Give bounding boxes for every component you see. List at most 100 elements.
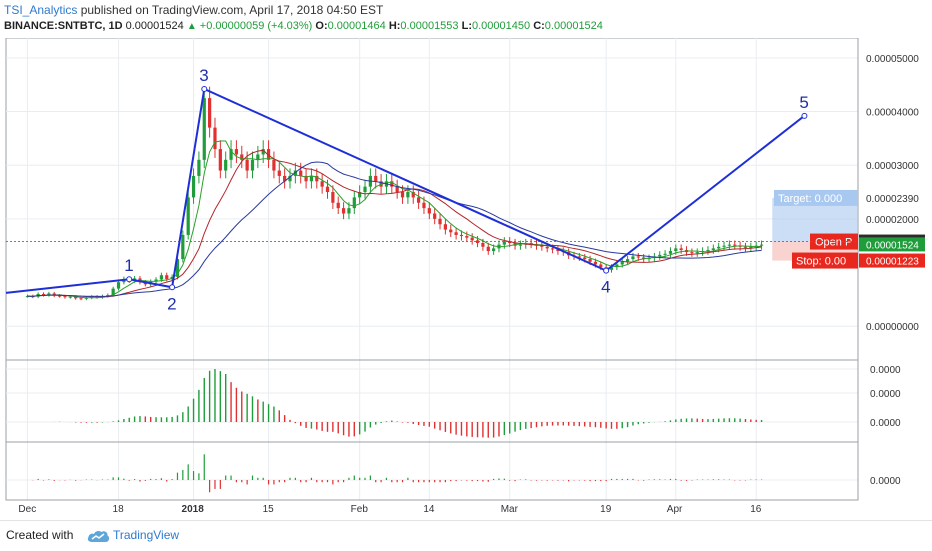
candle-body xyxy=(518,244,523,246)
low-label: L: xyxy=(461,20,472,32)
candle-body xyxy=(202,98,206,160)
candle-body xyxy=(625,259,630,262)
author-link[interactable]: TSI_Analytics xyxy=(4,3,78,17)
candle-body xyxy=(224,159,228,171)
candle-body xyxy=(266,149,271,160)
candle-body xyxy=(309,175,314,182)
stop-label: Stop: 0.00 xyxy=(796,256,846,268)
candle-body xyxy=(159,275,164,280)
candle-body xyxy=(433,213,437,219)
candle-body xyxy=(256,154,260,160)
publish-line: TSI_Analytics published on TradingView.c… xyxy=(4,3,383,17)
candle-body xyxy=(529,243,533,245)
tradingview-brand[interactable]: TradingView xyxy=(113,528,180,542)
time-tick-label: Mar xyxy=(501,504,519,515)
candle-body xyxy=(459,234,464,237)
wave-label: 2 xyxy=(167,294,176,313)
candle-body xyxy=(320,181,324,187)
price-label: 0.00001524 xyxy=(866,240,919,251)
candle-body xyxy=(234,149,239,155)
candle-body xyxy=(336,202,340,209)
candle-body xyxy=(175,259,180,277)
target-label: Target: 0.000 xyxy=(778,193,842,205)
price-tick-label: 0.00000000 xyxy=(866,322,919,333)
candle-body xyxy=(57,295,62,297)
wave-label: 3 xyxy=(199,66,208,85)
open-label: Open P xyxy=(815,237,852,249)
candle-body xyxy=(492,248,496,252)
candle-body xyxy=(191,175,196,198)
candle-body xyxy=(481,243,485,247)
candle-body xyxy=(438,218,442,225)
oscillator-tick-label: 0.0000 xyxy=(870,365,901,376)
candle-body xyxy=(711,248,715,250)
price-tick-label: 0.00003000 xyxy=(866,161,919,172)
candle-body xyxy=(427,208,431,214)
price-chart[interactable]: Target: 0.000 Open P Stop: 0.00 1 2 3 4 5 0.0000… xyxy=(0,38,932,520)
candle-body xyxy=(41,293,46,296)
candle-body xyxy=(288,175,292,182)
candle-body xyxy=(95,296,99,298)
candle-body xyxy=(197,159,201,176)
footer: Created with TradingView xyxy=(0,520,932,551)
time-tick-label: 18 xyxy=(113,504,125,515)
candle-body xyxy=(116,282,121,289)
candle-body xyxy=(695,252,699,254)
candle-body xyxy=(208,98,212,128)
candle-body xyxy=(74,296,78,299)
candle-body xyxy=(47,293,51,296)
candle-body xyxy=(609,267,614,270)
candle-body xyxy=(341,208,346,214)
candle-body xyxy=(240,154,244,160)
candle-body xyxy=(502,241,506,245)
candle-body xyxy=(615,264,619,268)
candle-body xyxy=(352,197,356,209)
plot-frame xyxy=(5,38,859,501)
low-value: 0.00001450 xyxy=(472,20,531,32)
close-label: C: xyxy=(533,20,545,32)
high-label: H: xyxy=(388,20,401,32)
candle-body xyxy=(674,248,678,252)
wave-point xyxy=(169,284,176,291)
candle-body xyxy=(690,252,694,254)
oscillator-tick-label: 0.0000 xyxy=(870,389,901,400)
moving-average-fast xyxy=(27,140,762,299)
candle-body xyxy=(545,246,549,249)
candle-body xyxy=(411,192,415,198)
time-tick-label: Feb xyxy=(351,504,369,515)
candle-body xyxy=(743,246,748,248)
candle-body xyxy=(406,192,410,198)
candle-body xyxy=(443,224,448,230)
candle-body xyxy=(68,296,72,298)
candle-body xyxy=(277,170,281,176)
candle-body xyxy=(272,159,276,171)
candle-body xyxy=(347,208,351,214)
candle-body xyxy=(315,175,319,182)
candle-body xyxy=(599,264,603,268)
up-arrow-icon: ▲ xyxy=(186,21,197,32)
candle-body xyxy=(395,186,399,193)
time-tick-label: Dec xyxy=(18,504,36,515)
candle-body xyxy=(717,246,721,249)
candle-body xyxy=(727,244,732,246)
published-text: published on TradingView.com, April 17, … xyxy=(80,3,384,17)
candle-body xyxy=(636,256,640,258)
candle-body xyxy=(374,175,378,182)
elliott-wave-line xyxy=(5,87,806,294)
price-change: +0.00000059 (+4.03%) xyxy=(199,20,313,32)
candle-body xyxy=(631,256,635,260)
wave-point xyxy=(603,267,610,274)
candle-body xyxy=(722,245,726,247)
price-label-box xyxy=(859,253,925,268)
candle-body xyxy=(261,149,265,155)
candle-body xyxy=(663,253,667,255)
tradingview-cloud-icon xyxy=(87,530,110,542)
candle-body xyxy=(556,249,560,252)
candle-body xyxy=(550,248,555,250)
candle-body xyxy=(449,229,453,233)
moving-average-mid xyxy=(27,149,762,298)
candle-body xyxy=(400,192,405,198)
price-label: 0.00001223 xyxy=(866,257,919,268)
time-tick-label: 15 xyxy=(263,504,275,515)
candle-body xyxy=(331,192,335,203)
